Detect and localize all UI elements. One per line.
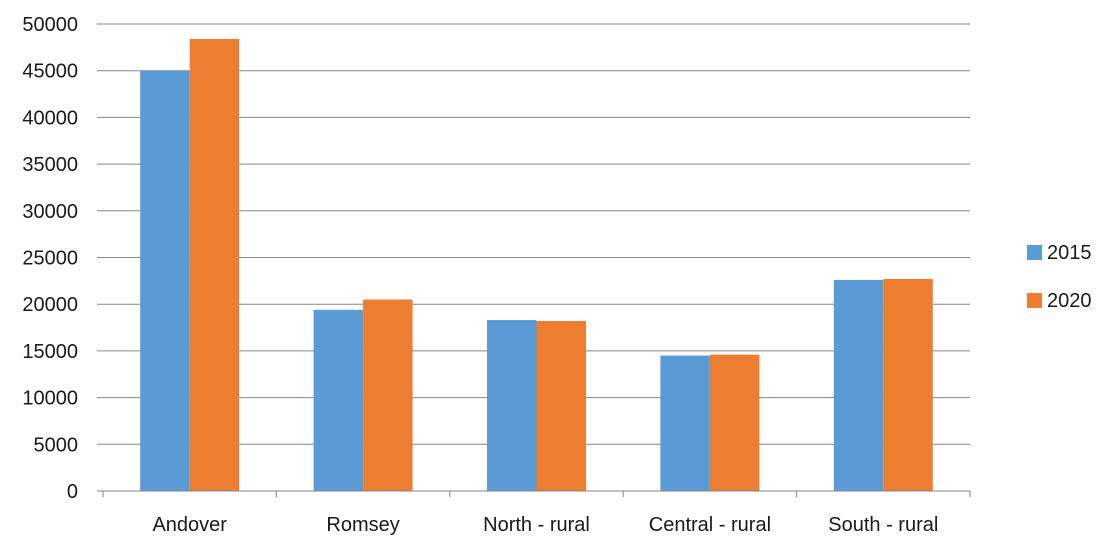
x-category-label: Andover [152, 514, 227, 536]
bar-2015-2 [487, 320, 537, 491]
y-tick-label: 25000 [22, 248, 78, 270]
y-tick-label: 5000 [34, 434, 79, 456]
x-axis [97, 490, 971, 497]
bar-2015-0 [140, 70, 190, 491]
y-tick-label: 30000 [22, 201, 78, 223]
y-tick-label: 40000 [22, 107, 78, 129]
y-tick-label: 45000 [22, 61, 78, 83]
x-category-label: South - rural [828, 514, 938, 536]
bar-2015-3 [660, 355, 710, 491]
legend-label-2015: 2015 [1047, 242, 1092, 264]
x-axis-category-labels: Andover Romsey North - rural Central - rura… [152, 514, 938, 536]
y-tick-label: 20000 [22, 294, 78, 316]
y-axis-tick-labels: 0 5000 10000 15000 20000 25000 30000 35000 40000… [22, 14, 78, 503]
bar-2020-0 [189, 38, 240, 491]
bar-2015-1 [313, 309, 364, 491]
bar-2015-4 [833, 279, 884, 491]
legend-swatch-2020 [1027, 293, 1042, 308]
bar-2020-3 [709, 354, 760, 491]
y-tick-label: 35000 [22, 154, 78, 176]
x-category-label: Central - rural [649, 514, 771, 536]
bar-2020-2 [536, 321, 586, 491]
bar-2020-4 [883, 278, 933, 491]
legend-label-2020: 2020 [1047, 290, 1092, 312]
gridlines [97, 23, 970, 445]
bars [140, 38, 933, 491]
y-tick-label: 10000 [22, 388, 78, 410]
legend: 2015 2020 [1027, 242, 1092, 312]
y-tick-label: 15000 [22, 341, 78, 363]
legend-swatch-2015 [1027, 245, 1042, 260]
bar-2020-1 [363, 299, 413, 491]
y-tick-label: 50000 [22, 14, 78, 36]
x-category-label: Romsey [326, 514, 399, 536]
y-tick-label: 0 [67, 481, 78, 503]
x-category-label: North - rural [483, 514, 590, 536]
